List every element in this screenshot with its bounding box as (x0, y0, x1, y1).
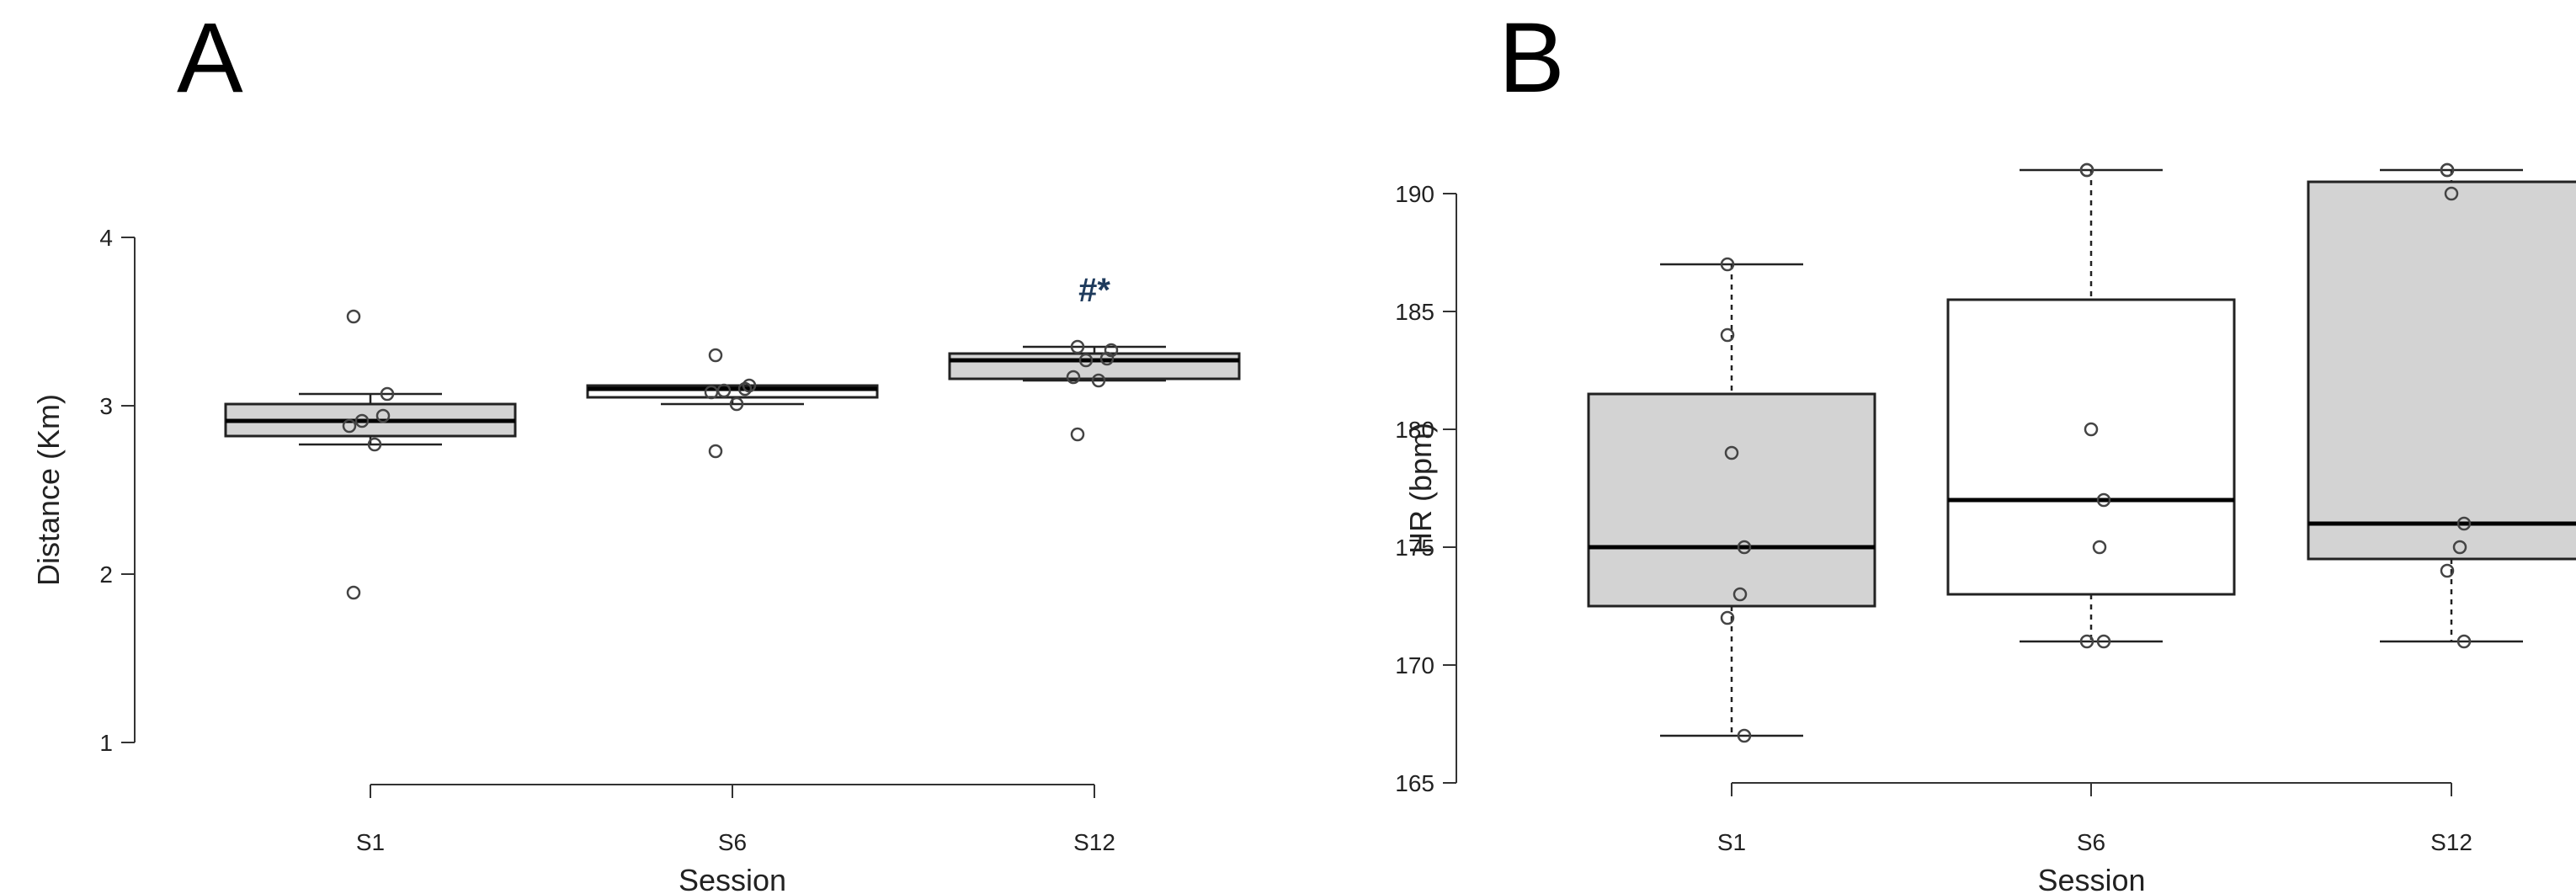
data-point (704, 385, 719, 400)
data-point (380, 386, 395, 402)
x-tick-label: S6 (2077, 829, 2105, 855)
data-point (2079, 162, 2094, 178)
data-point (2084, 422, 2099, 437)
y-tick-label: 185 (1395, 299, 1434, 325)
data-point (2456, 516, 2472, 531)
data-point (1720, 327, 1735, 343)
data-point (1720, 610, 1735, 625)
data-point (354, 413, 370, 428)
data-point (375, 408, 391, 423)
data-point (737, 381, 753, 396)
x-axis-title: Session (679, 863, 786, 894)
data-point (729, 396, 744, 412)
y-axis-title: Distance (Km) (31, 394, 66, 586)
x-tick-label: S12 (2430, 829, 2472, 855)
data-point (1099, 351, 1115, 366)
y-tick-label: 4 (99, 225, 113, 251)
data-point (2440, 162, 2455, 178)
y-tick-label: 175 (1395, 535, 1434, 561)
data-point (1091, 373, 1106, 388)
y-tick-label: 2 (99, 561, 113, 588)
data-point (1737, 540, 1752, 555)
panel-a-letter: A (177, 3, 243, 114)
y-tick-label: 165 (1395, 770, 1434, 796)
data-point (2452, 540, 2467, 555)
y-tick-label: 190 (1395, 181, 1434, 207)
data-point (1732, 587, 1748, 602)
data-point (2444, 186, 2459, 201)
box-s12 (948, 352, 1241, 380)
data-point (346, 309, 361, 324)
y-tick-label: 3 (99, 393, 113, 419)
panel-b-letter: B (1498, 3, 1565, 114)
box-s6 (1946, 298, 2236, 596)
data-point (1070, 427, 1085, 442)
y-axis-title: HR (bpm) (1403, 423, 1438, 554)
data-point (346, 585, 361, 600)
panel-a-boxplot: 1 2 3 4 Distance (Km) S1 S6 S12 Session #* (31, 225, 1241, 894)
data-point (708, 348, 723, 363)
panel-b-boxplot: 165 170 175 180 185 190 HR (bpm) S1 S6 S12 Session (1395, 162, 2576, 894)
data-point (342, 418, 357, 434)
x-axis-title: Session (2037, 863, 2145, 894)
data-point (1078, 353, 1094, 368)
data-point (2096, 492, 2111, 508)
data-point (1737, 728, 1752, 743)
data-point (1070, 339, 1085, 354)
significance-annotation: #* (1078, 272, 1110, 309)
y-tick-label: 170 (1395, 652, 1434, 678)
data-point (2092, 540, 2107, 555)
x-tick-label: S1 (356, 829, 385, 855)
data-point (367, 437, 382, 452)
data-point (1720, 257, 1735, 272)
data-point (1066, 370, 1081, 385)
box-s12 (2307, 180, 2576, 561)
data-point (2096, 634, 2111, 649)
data-point (708, 444, 723, 459)
data-point (2440, 563, 2455, 578)
x-tick-label: S12 (1073, 829, 1115, 855)
box-s1 (1587, 392, 1876, 608)
x-tick-label: S6 (718, 829, 747, 855)
data-point (2456, 634, 2472, 649)
data-point (2079, 634, 2094, 649)
y-tick-label: 1 (99, 730, 113, 756)
y-tick-label: 180 (1395, 417, 1434, 443)
data-point (1724, 445, 1739, 460)
x-tick-label: S1 (1717, 829, 1746, 855)
